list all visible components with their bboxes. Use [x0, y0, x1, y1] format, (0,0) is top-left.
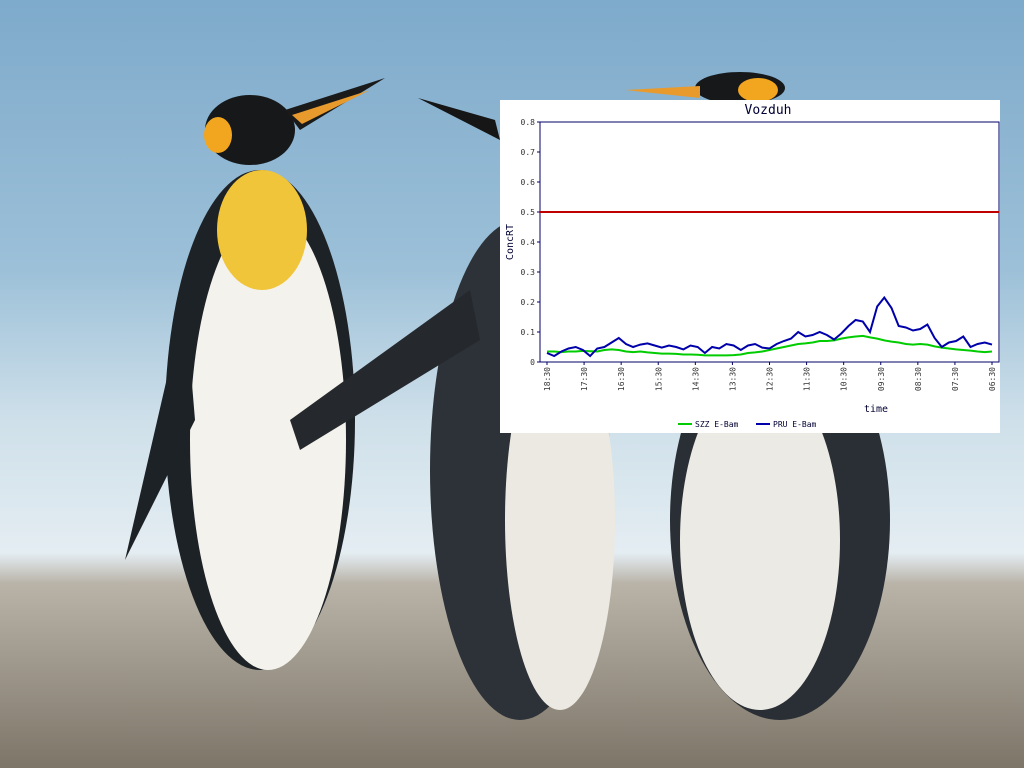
y-tick-label: 0.4	[521, 238, 536, 247]
y-tick-label: 0.8	[521, 118, 536, 127]
x-tick-label: 18:30	[543, 367, 552, 391]
x-tick-label: 17:30	[580, 367, 589, 391]
x-tick-label: 06:30	[988, 367, 997, 391]
y-axis-label: ConcRT	[505, 224, 516, 260]
y-tick-label: 0.3	[521, 268, 536, 277]
series-line-szz-e-bam	[547, 334, 993, 357]
x-tick-label: 09:30	[877, 367, 886, 391]
x-tick-label: 07:30	[951, 367, 960, 391]
x-tick-label: 13:30	[728, 367, 737, 391]
x-tick-label: 10:30	[840, 367, 849, 391]
series-line-pru-e-bam	[546, 295, 993, 358]
x-tick-label: 14:30	[691, 367, 700, 391]
y-tick-label: 0.2	[521, 298, 536, 307]
x-axis-ticks: 18:30 17:30 16:30 15:30 14:30 13:30 12:30 11:30…	[543, 362, 997, 391]
x-tick-label: 15:30	[654, 367, 663, 391]
x-tick-label: 12:30	[766, 367, 775, 391]
chart-panel: Vozduh 0 0.1 0.2 0.3 0.4 0.5 0.6 0.7 0.8 18:30 17…	[500, 100, 1000, 433]
y-tick-label: 0.6	[521, 178, 536, 187]
y-axis-ticks: 0 0.1 0.2 0.3 0.4 0.5 0.6 0.7 0.8	[521, 118, 540, 367]
legend-label: SZZ E-Bam	[695, 420, 739, 429]
legend: SZZ E-Bam PRU E-Bam	[678, 420, 817, 429]
legend-label: PRU E-Bam	[773, 420, 817, 429]
chart-title: Vozduh	[745, 103, 792, 118]
x-tick-label: 16:30	[617, 367, 626, 391]
y-tick-label: 0.5	[521, 208, 536, 217]
x-tick-label: 08:30	[914, 367, 923, 391]
chart-canvas: Vozduh 0 0.1 0.2 0.3 0.4 0.5 0.6 0.7 0.8 18:30 17…	[505, 103, 1000, 429]
y-tick-label: 0.7	[521, 148, 536, 157]
y-tick-label: 0.1	[521, 328, 536, 337]
y-tick-label: 0	[530, 358, 535, 367]
series-layer	[546, 295, 993, 358]
penguin-left-figure	[125, 78, 385, 670]
x-axis-label: time	[864, 404, 888, 415]
x-tick-label: 11:30	[803, 367, 812, 391]
plot-frame	[539, 121, 1000, 363]
